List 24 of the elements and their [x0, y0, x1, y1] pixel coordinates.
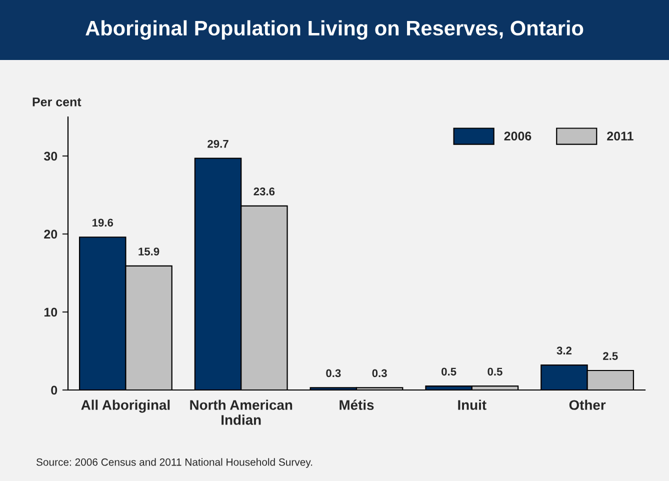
- data-label: 0.3: [372, 369, 387, 378]
- data-label: 2.5: [603, 352, 618, 360]
- source-note: Source: 2006 Census and 2011 National Household Survey.: [36, 458, 312, 468]
- x-tick-label: Other: [569, 400, 606, 410]
- x-tick-label: Inuit: [458, 400, 486, 410]
- data-label: 0.5: [442, 368, 456, 376]
- y-tick-label: 20: [44, 230, 58, 239]
- x-tick-label: All Aboriginal: [81, 400, 170, 413]
- data-label: 0.3: [326, 369, 341, 378]
- y-tick-label: 30: [44, 152, 58, 161]
- chart-title: Aboriginal Population Living on Reserves, Ontario: [86, 20, 584, 40]
- legend-label: 2006: [504, 132, 532, 140]
- y-axis-title: Per cent: [32, 98, 82, 106]
- x-tick-label: North American Indian: [190, 400, 292, 425]
- x-tick-label: Métis: [340, 400, 374, 410]
- y-tick-label: 0: [51, 386, 58, 395]
- y-tick-label: 10: [44, 308, 58, 317]
- data-label: 0.5: [488, 368, 502, 376]
- data-label: 15.9: [138, 248, 160, 256]
- data-label: 29.7: [208, 140, 228, 148]
- data-label: 19.6: [92, 218, 114, 227]
- legend-label: 2011: [607, 132, 634, 140]
- data-label: 3.2: [556, 346, 572, 355]
- data-label: 23.6: [254, 188, 275, 196]
